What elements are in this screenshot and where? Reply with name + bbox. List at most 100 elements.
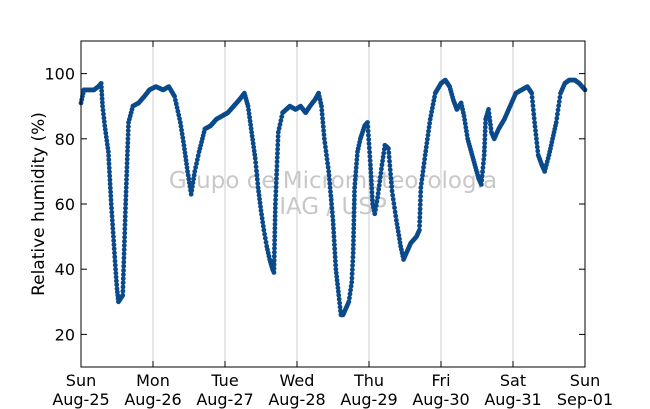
data-point-625 [417,223,422,229]
x-axis-ticks: SunAug-25MonAug-26TueAug-27WedAug-28ThuA… [52,41,613,409]
data-point-212 [189,188,195,193]
data-point-538 [367,154,373,159]
data-point-639 [421,164,426,170]
data-point-540 [368,162,373,168]
data-point-305 [256,192,262,198]
data-point-631 [418,198,423,203]
data-point-588 [391,201,397,206]
data-point-728 [481,152,487,158]
data-point-804 [532,124,538,129]
data-point-105 [122,218,128,224]
data-point-60 [109,217,115,223]
data-point-431 [325,164,331,170]
data-point-314 [261,227,267,233]
data-point-559 [376,186,382,192]
data-point-497 [351,226,357,231]
data-point-460 [335,281,340,287]
data-point-634 [418,185,424,191]
data-point-304 [256,189,261,194]
data-point-40 [104,138,110,144]
data-point-441 [329,205,335,211]
data-point-348 [273,188,279,194]
data-point-536 [366,145,372,151]
data-point-810 [535,148,541,154]
data-point-303 [255,185,261,191]
data-point-465 [337,300,343,306]
data-point-486 [349,271,355,277]
data-point-72 [113,266,118,272]
data-point-284 [246,111,252,117]
data-point-542 [368,170,374,176]
data-point-808 [534,140,540,146]
data-point-445 [330,221,336,227]
data-point-203 [184,161,189,167]
data-point-575 [386,146,391,151]
data-point-331 [271,257,277,263]
data-point-509 [352,177,358,183]
data-point-187 [173,101,179,107]
y-tick-label-20: 20 [55,325,75,344]
data-point-289 [249,129,255,135]
data-point-643 [423,148,429,154]
data-point-342 [272,213,278,219]
data-point-647 [425,132,431,138]
data-point-803 [532,120,537,125]
data-point-288 [248,126,254,131]
data-point-89 [120,284,126,290]
data-point-649 [426,124,432,130]
data-point-483 [348,283,354,289]
data-point-424 [321,136,327,142]
data-point-358 [275,146,280,152]
x-tick-day-2: Tue [210,371,238,390]
data-point-743 [487,114,492,120]
data-point-66 [111,242,117,248]
data-point-200 [182,150,188,156]
data-point-591 [393,213,399,219]
data-point-354 [274,163,280,169]
data-point-217 [192,169,198,174]
data-point-537 [367,149,372,155]
data-point-637 [420,173,425,178]
data-point-458 [334,274,340,280]
data-point-799 [530,103,536,109]
data-point-106 [122,214,128,219]
data-point-721 [478,182,484,187]
data-point-418 [319,111,325,117]
data-point-802 [531,115,537,121]
data-point-71 [112,262,118,268]
data-point-798 [530,99,535,104]
data-point-113 [123,185,129,191]
data-point-838 [555,107,561,113]
data-point-630 [417,202,423,208]
data-point-300 [254,172,260,178]
watermark: Grupo de Micrometeorologia IAG / USP [169,168,497,220]
data-point-283 [246,107,251,113]
data-point-549 [369,197,375,203]
data-point-633 [418,189,424,195]
data-point-598 [397,240,403,246]
data-point-32 [100,107,106,113]
data-point-297 [253,160,259,165]
data-point-502 [351,205,357,211]
data-point-840 [556,99,562,104]
data-point-29 [99,96,105,101]
data-point-67 [111,246,117,252]
data-point-511 [353,169,359,175]
data-point-530 [365,120,370,125]
data-point-488 [350,263,355,268]
data-point-628 [417,210,423,216]
data-point-629 [417,206,423,212]
data-point-202 [183,157,189,163]
data-point-437 [328,189,333,195]
y-axis-ticks: 20 40 60 80 100 [44,65,585,344]
data-point-335 [272,241,277,247]
data-point-124 [125,140,131,146]
data-point-835 [553,120,559,125]
x-tick-day-3: Wed [280,371,315,390]
data-point-547 [369,189,375,195]
data-point-624 [417,227,422,233]
data-point-433 [326,173,332,178]
data-point-302 [255,181,261,186]
data-point-36 [102,123,108,129]
